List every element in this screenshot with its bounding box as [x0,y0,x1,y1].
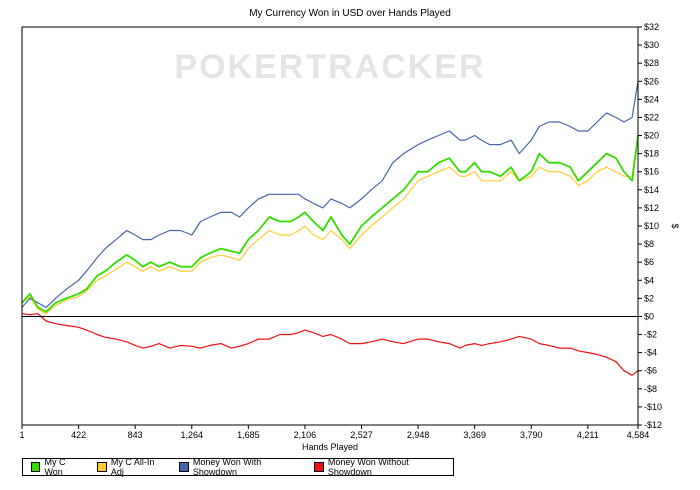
x-tick-label: 2,527 [350,430,373,440]
y-tick-label: $24 [644,94,659,104]
legend-label: Money Won With Showdown [192,457,262,477]
y-axis-label: $ [670,223,680,228]
x-axis-ticks: 1 422 843 1,264 1,685 2,106 2,527 2,948 3,369 3,7… [19,425,649,440]
legend-item: My C All-In Adj [97,457,165,477]
x-tick-label: 422 [71,430,86,440]
y-tick-label: $8 [644,239,654,249]
x-tick-label: 4,584 [627,430,650,440]
y-tick-label: $6 [644,257,654,267]
series-line-my-c-all-in-adj [21,135,639,315]
legend-swatch [31,462,41,472]
y-tick-label: -$10 [644,402,662,412]
x-tick-label: 1,685 [237,430,260,440]
legend-label: My C Won [44,457,66,477]
legend-label: Money Won Without Showdown [327,457,409,477]
y-tick-label: $30 [644,40,659,50]
y-tick-label: $10 [644,221,659,231]
y-tick-label: -$8 [644,384,657,394]
y-tick-label: $2 [644,293,654,303]
x-tick-label: 1,264 [180,430,203,440]
y-tick-label: -$2 [644,330,657,340]
series-line-my-c-won [21,135,639,313]
x-tick-label: 843 [128,430,143,440]
y-tick-label: $32 [644,22,659,32]
y-tick-label: $12 [644,203,659,213]
legend-swatch [314,462,324,472]
legend-swatch [97,462,107,472]
y-axis-ticks: $32 $30 $28 $26 $24 $22 $20 $18 $16 $14 $12 $10 $8 $6… [638,22,662,430]
y-tick-label: $16 [644,167,659,177]
x-axis-label: Hands Played [302,442,358,452]
x-tick-label: 1 [19,430,24,440]
y-tick-label: -$4 [644,348,657,358]
legend-item: Money Won Without Showdown [314,457,447,477]
legend-item: Money Won With Showdown [179,457,300,477]
y-tick-label: $18 [644,149,659,159]
series-line-money-won-with-showdown [21,81,639,308]
legend-label: My C All-In Adj [110,457,155,477]
chart-legend: My C Won My C All-In Adj Money Won With Sh… [22,457,454,477]
x-tick-label: 2,106 [294,430,317,440]
y-tick-label: -$12 [644,420,662,430]
y-tick-label: $20 [644,131,659,141]
watermark-text: POKERTRACKER [174,48,485,86]
chart-title: My Currency Won in USD over Hands Played [249,8,451,19]
legend-swatch [179,462,189,472]
x-tick-label: 2,948 [407,430,430,440]
series-line-money-won-without-showdown [21,313,639,376]
plot-frame [21,26,639,426]
series-lines [21,81,639,376]
y-tick-label: $4 [644,275,654,285]
y-tick-label: $26 [644,76,659,86]
x-tick-label: 3,369 [463,430,486,440]
legend-item: My C Won [31,457,83,477]
y-tick-label: $14 [644,185,659,195]
y-tick-label: $0 [644,311,654,321]
x-tick-label: 3,790 [520,430,543,440]
x-tick-label: 4,211 [577,430,599,440]
y-tick-label: $22 [644,112,659,122]
y-tick-label: $28 [644,58,659,68]
y-tick-label: -$6 [644,366,657,376]
